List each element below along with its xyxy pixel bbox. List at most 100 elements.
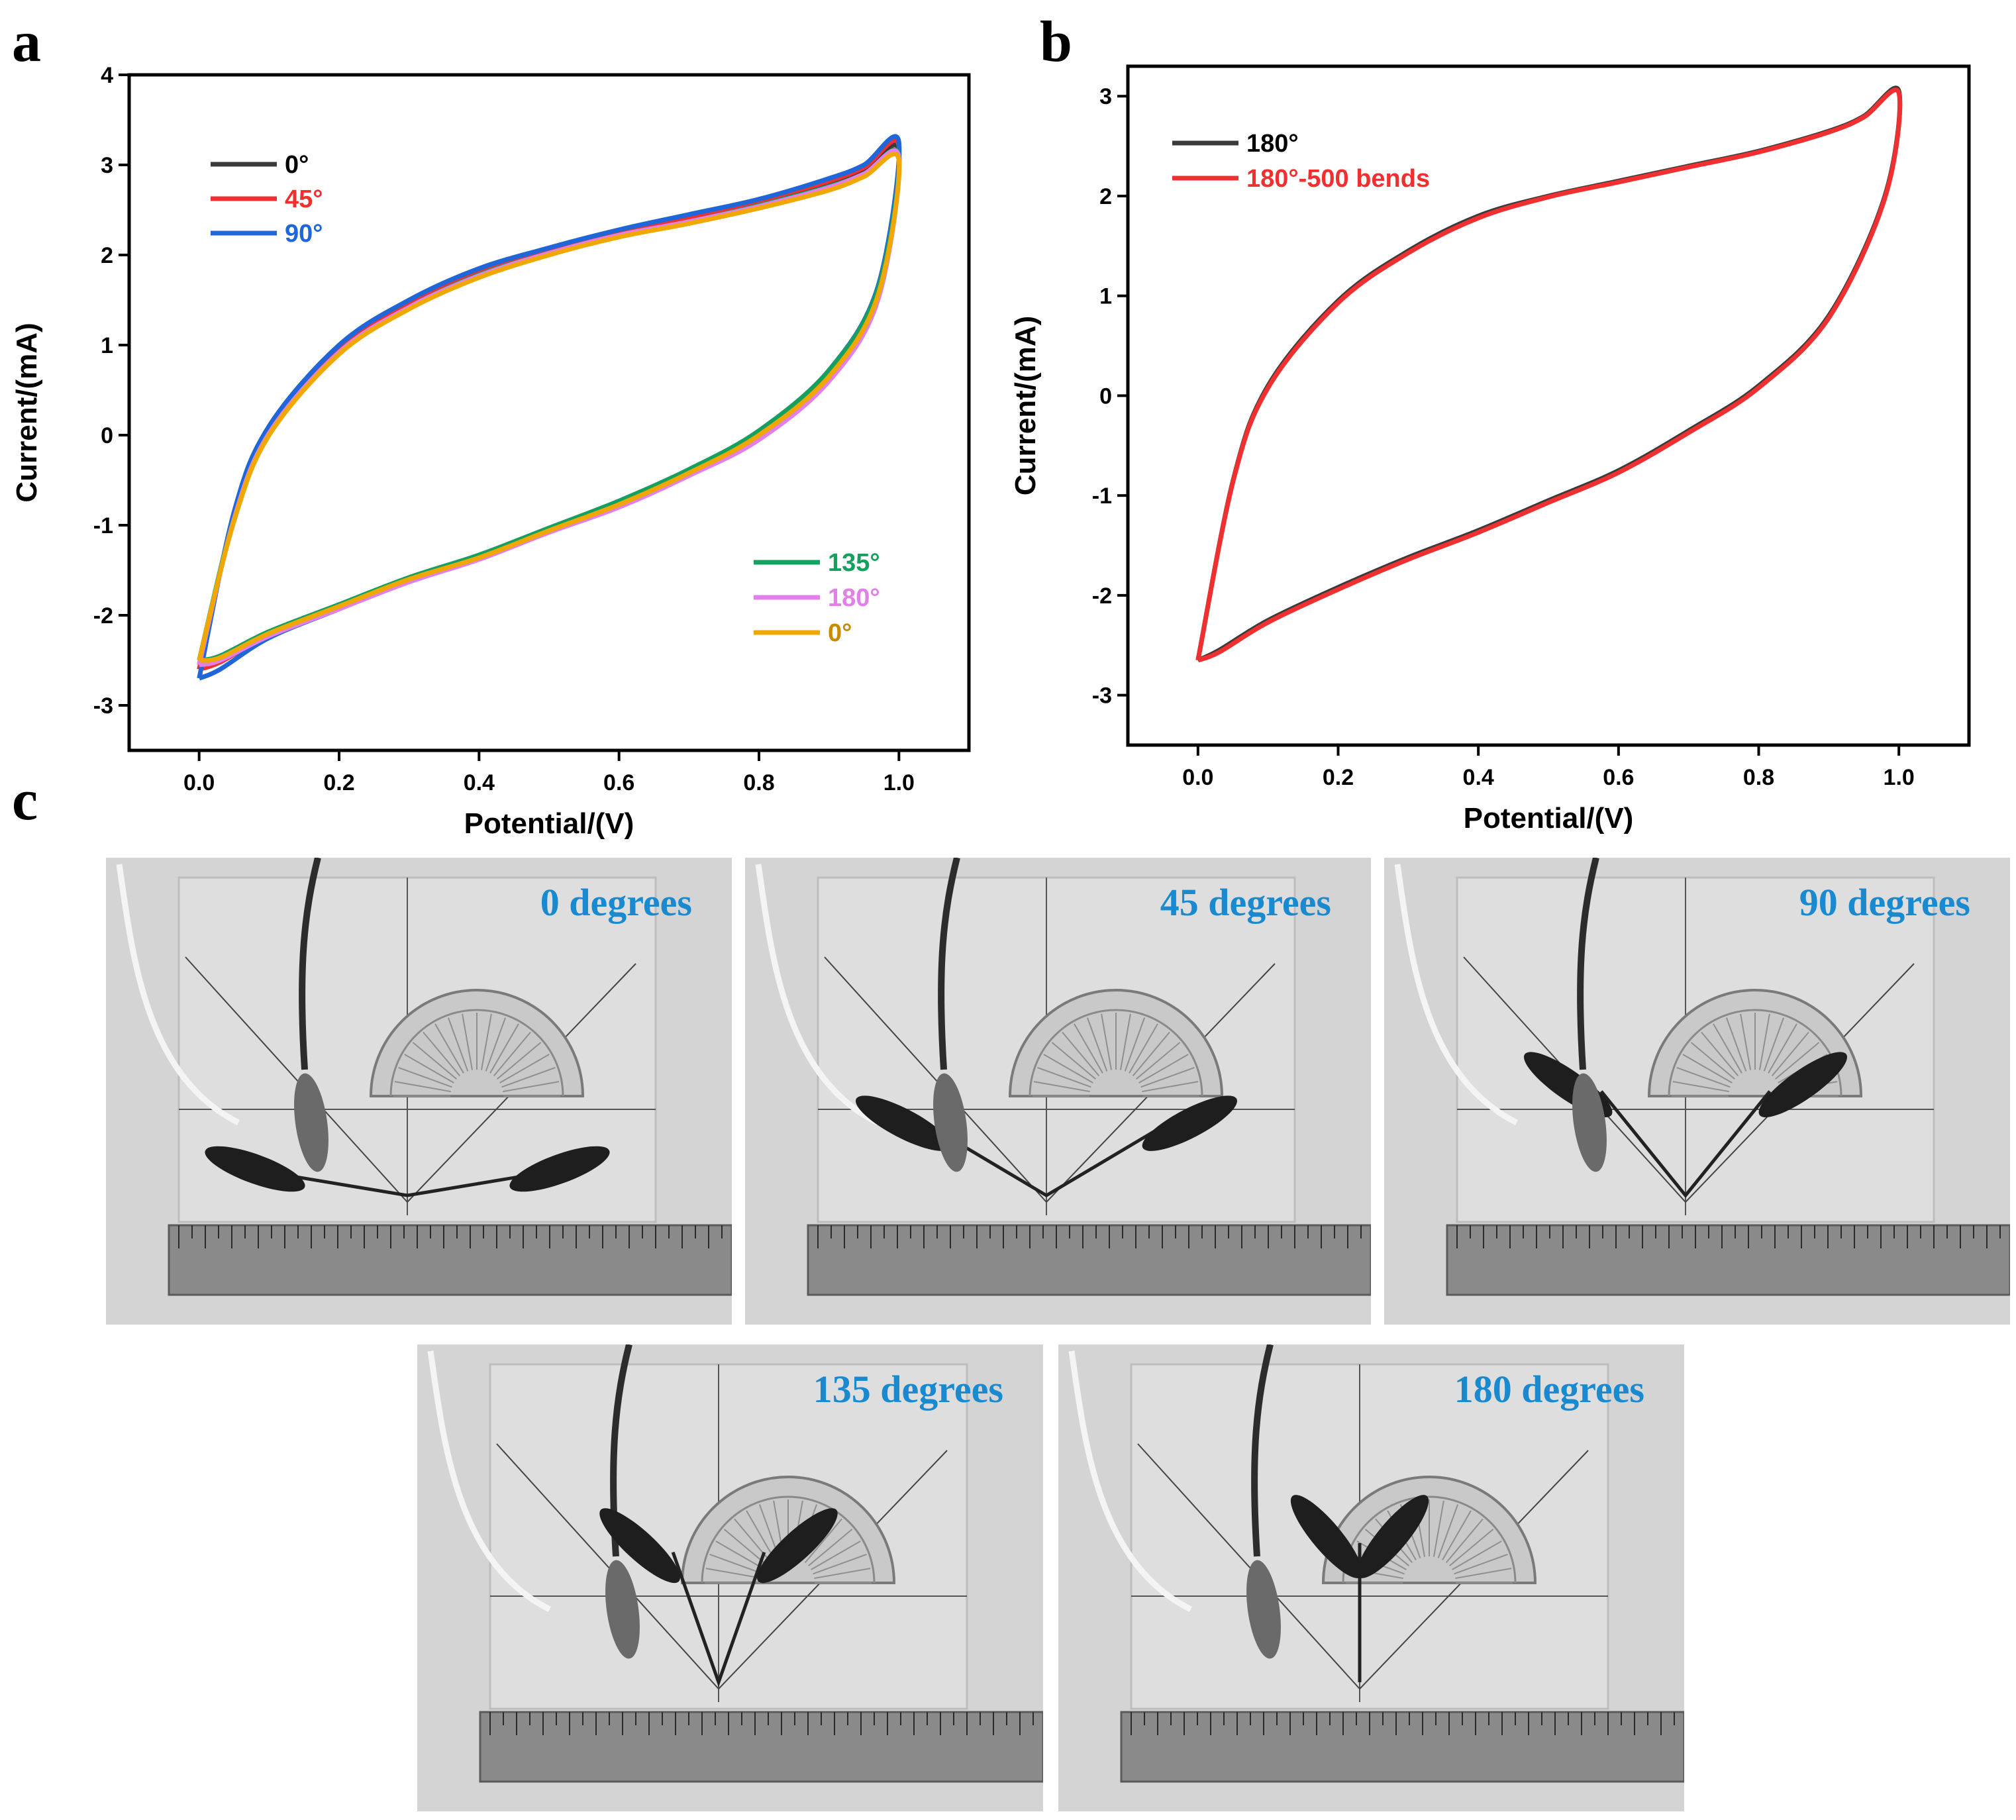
legend-label: 90° — [285, 220, 323, 248]
protractor-tick — [1672, 1081, 1729, 1093]
chart-a: 0.0 0.2 0.4 0.6 0.8 1.0 -3 -2 -1 0 1 2 3 4 Potential/(… — [11, 63, 971, 840]
plot-frame — [1126, 64, 1971, 747]
y-tick-label: 2 — [101, 243, 113, 268]
protractor-scale — [701, 1495, 876, 1584]
legend-label: 45° — [285, 185, 323, 213]
protractor-tick — [813, 1553, 867, 1575]
protractor-tick — [447, 1017, 469, 1072]
photo-label: 90 degrees — [1799, 881, 1970, 924]
legend-label: 0° — [828, 619, 852, 647]
protractor-tick — [1138, 1054, 1189, 1084]
photo-drawing — [106, 858, 732, 1325]
y-tick-label: -3 — [93, 693, 113, 719]
protractor-tick — [1758, 1013, 1770, 1070]
protractor-tick — [1033, 1081, 1090, 1093]
device-strip — [1599, 1090, 1772, 1198]
white-wire — [1394, 864, 1519, 1126]
alligator-clip — [933, 1073, 968, 1172]
photo-0-degrees: 0 degrees — [106, 858, 732, 1325]
device-strip — [671, 1551, 766, 1688]
protractor-tick — [1119, 1013, 1131, 1070]
protractor-tick — [1135, 1042, 1181, 1080]
alligator-clip — [1246, 1560, 1281, 1659]
protractor-tick — [394, 1081, 451, 1093]
protractor-tick — [423, 1031, 461, 1077]
protractor-tick — [1129, 1023, 1158, 1074]
photo-label: 135 degrees — [813, 1368, 1003, 1411]
y-tick-label: 3 — [1099, 84, 1112, 109]
protractor-tick — [1452, 1541, 1502, 1570]
photo-drawing — [417, 1344, 1043, 1811]
photo-drawing — [1058, 1344, 1684, 1811]
legend-label: 0° — [285, 151, 309, 179]
ruler — [807, 1224, 1371, 1296]
x-tick-label: 0.2 — [323, 770, 354, 795]
protractor-tick — [1142, 1081, 1199, 1093]
photo-drawing — [1384, 858, 2010, 1325]
chart-b: 0.0 0.2 0.4 0.6 0.8 1.0 -3 -2 -1 0 1 2 3 Potential/(V… — [1009, 64, 1971, 834]
protractor-tick — [1101, 1013, 1113, 1070]
protractor-tick — [493, 1031, 531, 1077]
ruler — [1446, 1224, 2010, 1296]
ruler — [1120, 1711, 1684, 1783]
protractor-scale — [1029, 1009, 1203, 1097]
protractor-tick — [501, 1066, 556, 1088]
x-tick-label: 0.0 — [183, 770, 215, 795]
alligator-clip — [205, 1146, 305, 1192]
x-axis-title: Potential/(V) — [1464, 802, 1634, 834]
protractor-tick — [1037, 1066, 1091, 1088]
photo-135-degrees: 135 degrees — [417, 1344, 1043, 1811]
photo-label: 0 degrees — [540, 881, 692, 924]
protractor-tick — [1124, 1017, 1146, 1072]
protractor-tick — [811, 1541, 861, 1570]
protractor-tick — [1740, 1013, 1752, 1070]
protractor-tick — [1140, 1066, 1195, 1088]
protractor-tick — [807, 1529, 853, 1567]
panel-letter-a: a — [12, 10, 41, 74]
y-tick-label: 4 — [101, 63, 113, 88]
protractor-tick — [1455, 1568, 1512, 1580]
protractor-tick — [1774, 1042, 1820, 1080]
plot-frame — [127, 73, 971, 752]
alligator-clip — [294, 1073, 328, 1172]
legend-label: 135° — [828, 549, 880, 577]
protractor-tick — [1701, 1031, 1739, 1077]
y-tick-label: 1 — [1099, 284, 1112, 309]
protractor-tick — [1051, 1042, 1097, 1080]
protractor-tick — [1043, 1054, 1093, 1084]
white-wire — [427, 1350, 552, 1613]
device-strip — [287, 1174, 527, 1197]
x-axis-title: Potential/(V) — [464, 807, 634, 840]
panel-letter-c: c — [12, 768, 38, 833]
photo-45-degrees: 45 degrees — [745, 858, 1371, 1325]
protractor-scale — [1342, 1495, 1517, 1584]
x-tick-label: 1.0 — [883, 770, 915, 795]
x-tick-label: 0.0 — [1182, 765, 1213, 790]
x-tick-label: 0.8 — [1743, 765, 1774, 790]
protractor-tick — [1676, 1066, 1731, 1088]
protractor-tick — [1690, 1042, 1736, 1080]
protractor-tick — [1445, 1518, 1484, 1564]
x-tick-label: 0.8 — [743, 770, 774, 795]
alligator-clip — [856, 1095, 951, 1151]
x-tick-label: 0.4 — [1463, 765, 1494, 790]
photo-label: 180 degrees — [1454, 1368, 1644, 1411]
alligator-clip — [1142, 1095, 1237, 1151]
protractor-scale — [389, 1009, 564, 1097]
protractor-tick — [705, 1568, 762, 1580]
alligator-clip — [1758, 1052, 1848, 1118]
protractor-tick — [1433, 1500, 1444, 1557]
photo-drawing — [745, 858, 1371, 1325]
guide-line — [496, 1443, 719, 1690]
protractor-tick — [398, 1066, 452, 1088]
guide-line — [185, 956, 408, 1203]
panel-letter-b: b — [1040, 10, 1072, 74]
alligator-clip — [605, 1560, 640, 1659]
protractor-tick — [412, 1042, 458, 1080]
legend-label: 180° — [828, 584, 880, 612]
white-wire — [1068, 1350, 1193, 1613]
legend-label: 180° — [1246, 130, 1299, 158]
y-tick-label: 2 — [1099, 184, 1112, 209]
protractor-tick — [709, 1553, 764, 1575]
protractor-tick — [1768, 1023, 1797, 1074]
